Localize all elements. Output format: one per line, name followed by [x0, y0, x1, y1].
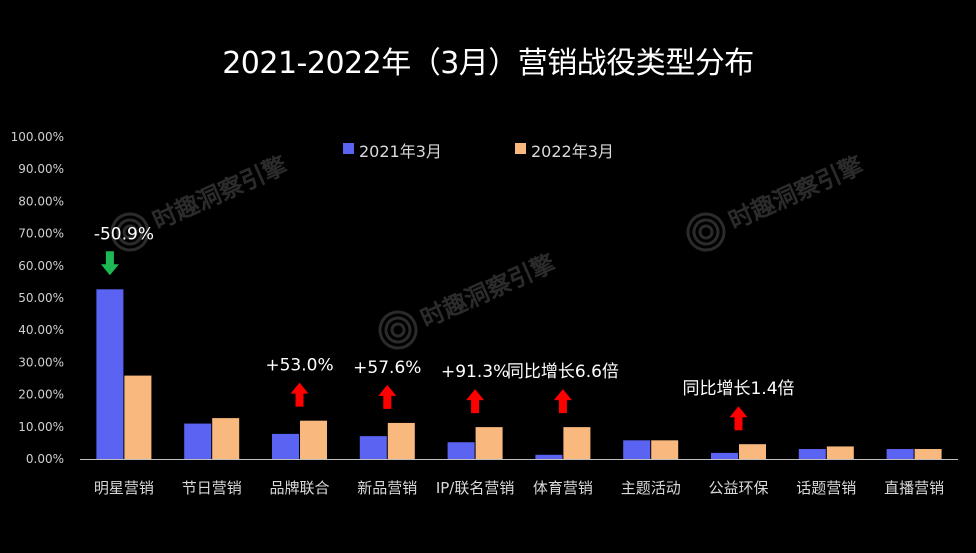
bar — [623, 440, 651, 459]
legend-label: 2021年3月 — [359, 142, 442, 161]
watermark-ring — [384, 316, 412, 344]
bar — [272, 433, 299, 459]
bar — [651, 440, 679, 459]
x-category-label: 新品营销 — [357, 479, 417, 497]
y-tick-label: 60.00% — [18, 259, 64, 273]
x-axis: 明星营销 节日营销 品牌联合 新品营销 IP/联名营销 体育营销 主题活动 公益环保 话题营销 直… — [80, 459, 958, 497]
x-category-label: IP/联名营销 — [436, 479, 515, 497]
y-axis: 0.00% 10.00% 20.00% 30.00% 40.00% 50.00% 60.00… — [11, 130, 64, 466]
watermark-text: 时趣洞察引擎 — [416, 249, 559, 333]
y-tick-label: 20.00% — [18, 388, 64, 402]
annotation-label: -50.9% — [94, 224, 154, 244]
concentric-circles-logo-icon — [686, 212, 726, 252]
watermark-ring — [116, 218, 144, 246]
bar — [798, 449, 826, 459]
bar — [447, 442, 475, 459]
bar — [914, 449, 942, 459]
concentric-circles-logo-icon — [378, 310, 418, 350]
y-tick-label: 40.00% — [18, 323, 64, 337]
concentric-circles-logo-icon — [110, 212, 150, 252]
watermark-ring — [378, 310, 418, 350]
watermark-ring — [692, 218, 720, 246]
bar — [212, 418, 240, 459]
bar — [563, 427, 591, 459]
y-tick-label: 30.00% — [18, 355, 64, 369]
y-tick-label: 50.00% — [18, 291, 64, 305]
watermark-ring — [110, 212, 150, 252]
arrow-up-icon — [290, 382, 309, 407]
arrow-up-icon — [378, 384, 397, 409]
bar — [387, 422, 415, 459]
watermark-ring — [686, 212, 726, 252]
annotation-label: 同比增长1.4倍 — [682, 379, 794, 399]
arrow-up-icon — [729, 406, 748, 431]
x-category-label: 直播营销 — [884, 479, 944, 497]
legend-swatch — [343, 143, 354, 154]
legend-label: 2022年3月 — [531, 142, 614, 161]
arrow-up-icon — [553, 389, 572, 414]
annotation-label: +53.0% — [265, 356, 333, 376]
watermark-ring — [698, 224, 714, 240]
annotation-label: +91.3% — [441, 362, 509, 382]
x-category-label: 公益环保 — [708, 479, 768, 497]
x-category-label: 品牌联合 — [269, 479, 329, 497]
y-tick-label: 90.00% — [18, 162, 64, 176]
x-category-label: 明星营销 — [94, 479, 154, 497]
watermark-text: 时趣洞察引擎 — [148, 151, 291, 235]
bar — [535, 454, 563, 459]
watermark-ring — [122, 224, 138, 240]
bar — [184, 423, 212, 459]
watermark-ring — [390, 322, 406, 338]
bar — [826, 446, 854, 459]
legend: 2021年3月 2022年3月 — [343, 142, 614, 161]
bar — [300, 420, 327, 459]
bar — [475, 427, 503, 459]
x-category-label: 节日营销 — [182, 479, 242, 497]
watermark: 时趣洞察引擎 — [686, 151, 867, 252]
chart-title: 2021-2022年（3月）营销战役类型分布 — [222, 46, 754, 81]
watermark-text: 时趣洞察引擎 — [724, 151, 867, 235]
watermark: 时趣洞察引擎 — [378, 249, 559, 350]
y-tick-label: 80.00% — [18, 194, 64, 208]
bar — [886, 449, 914, 459]
legend-swatch — [515, 143, 526, 154]
y-tick-label: 10.00% — [18, 420, 64, 434]
bar — [739, 444, 766, 459]
y-tick-label: 0.00% — [26, 452, 64, 466]
arrow-down-icon — [100, 251, 119, 276]
x-category-label: 主题活动 — [621, 479, 681, 497]
arrow-up-icon — [466, 389, 485, 414]
bar — [711, 452, 738, 459]
x-category-label: 话题营销 — [796, 479, 856, 497]
bar — [96, 289, 124, 459]
bar — [359, 436, 387, 459]
bars-layer — [96, 289, 942, 459]
bar — [124, 375, 152, 459]
annotation-label: 同比增长6.6倍 — [507, 362, 619, 382]
x-category-label: 体育营销 — [533, 479, 593, 497]
annotation-label: +57.6% — [353, 358, 421, 378]
y-tick-label: 100.00% — [11, 130, 64, 144]
y-tick-label: 70.00% — [18, 227, 64, 241]
